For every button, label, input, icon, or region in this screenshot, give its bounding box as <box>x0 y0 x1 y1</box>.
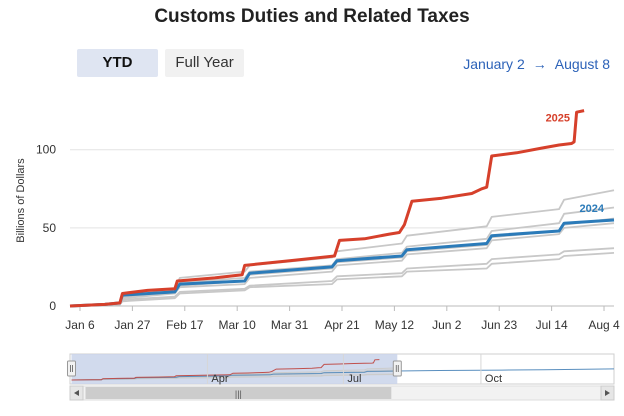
prior-year-line <box>69 189 615 307</box>
scroll-right-arrow-icon <box>605 390 610 396</box>
scrollbar-grip: ||| <box>235 389 242 399</box>
x-tick-label: Aug 4 <box>588 318 620 332</box>
prior-year-line <box>69 247 615 307</box>
navigator-label: Oct <box>485 373 502 385</box>
x-tick-label: Jun 2 <box>432 318 462 332</box>
tab-full-year[interactable]: Full Year <box>165 49 244 77</box>
range-end-date[interactable]: August 8 <box>554 56 610 72</box>
y-tick-label: 50 <box>43 221 57 235</box>
scroll-left-button[interactable] <box>69 385 84 401</box>
navigator-label: Jul <box>347 373 361 385</box>
x-tick-label: Mar 31 <box>271 318 309 332</box>
x-tick-label: Feb 17 <box>166 318 204 332</box>
x-tick-label: Jan 27 <box>114 318 150 332</box>
handle-grip <box>66 360 76 377</box>
scrollbar-thumb[interactable] <box>85 387 392 399</box>
range-arrow: → <box>532 56 547 72</box>
scroll-left-arrow-icon <box>74 390 79 396</box>
prior-year-line <box>69 252 615 307</box>
date-range: January 2 → August 8 <box>463 56 610 72</box>
x-tick-label: May 12 <box>375 318 415 332</box>
navigator-label: Apr <box>211 373 228 385</box>
series-2024-label: 2024 <box>580 203 605 215</box>
navigator-prior-line <box>71 374 398 381</box>
series-2024-line <box>69 218 615 308</box>
x-tick-label: Jul 14 <box>536 318 568 332</box>
series-2025-label: 2025 <box>546 113 570 125</box>
navigator-left-handle[interactable] <box>66 360 76 377</box>
x-tick-label: Apr 21 <box>324 318 360 332</box>
prior-year-line <box>69 222 615 307</box>
series-2025-line <box>69 109 585 308</box>
handle-grip <box>392 360 402 377</box>
scroll-right-button[interactable] <box>600 385 615 401</box>
navigator-2025-line <box>71 359 380 381</box>
x-tick-label: Jan 6 <box>65 318 95 332</box>
chart-title: Customs Duties and Related Taxes <box>154 6 470 27</box>
y-tick-label: 100 <box>36 143 56 157</box>
range-start-date[interactable]: January 2 <box>463 56 525 72</box>
y-tick-label: 0 <box>49 299 56 313</box>
y-axis-label: Billions of Dollars <box>15 158 27 243</box>
tab-ytd[interactable]: YTD <box>77 49 158 77</box>
x-tick-label: Jun 23 <box>481 318 517 332</box>
navigator-right-handle[interactable] <box>392 360 402 377</box>
x-tick-label: Mar 10 <box>219 318 257 332</box>
